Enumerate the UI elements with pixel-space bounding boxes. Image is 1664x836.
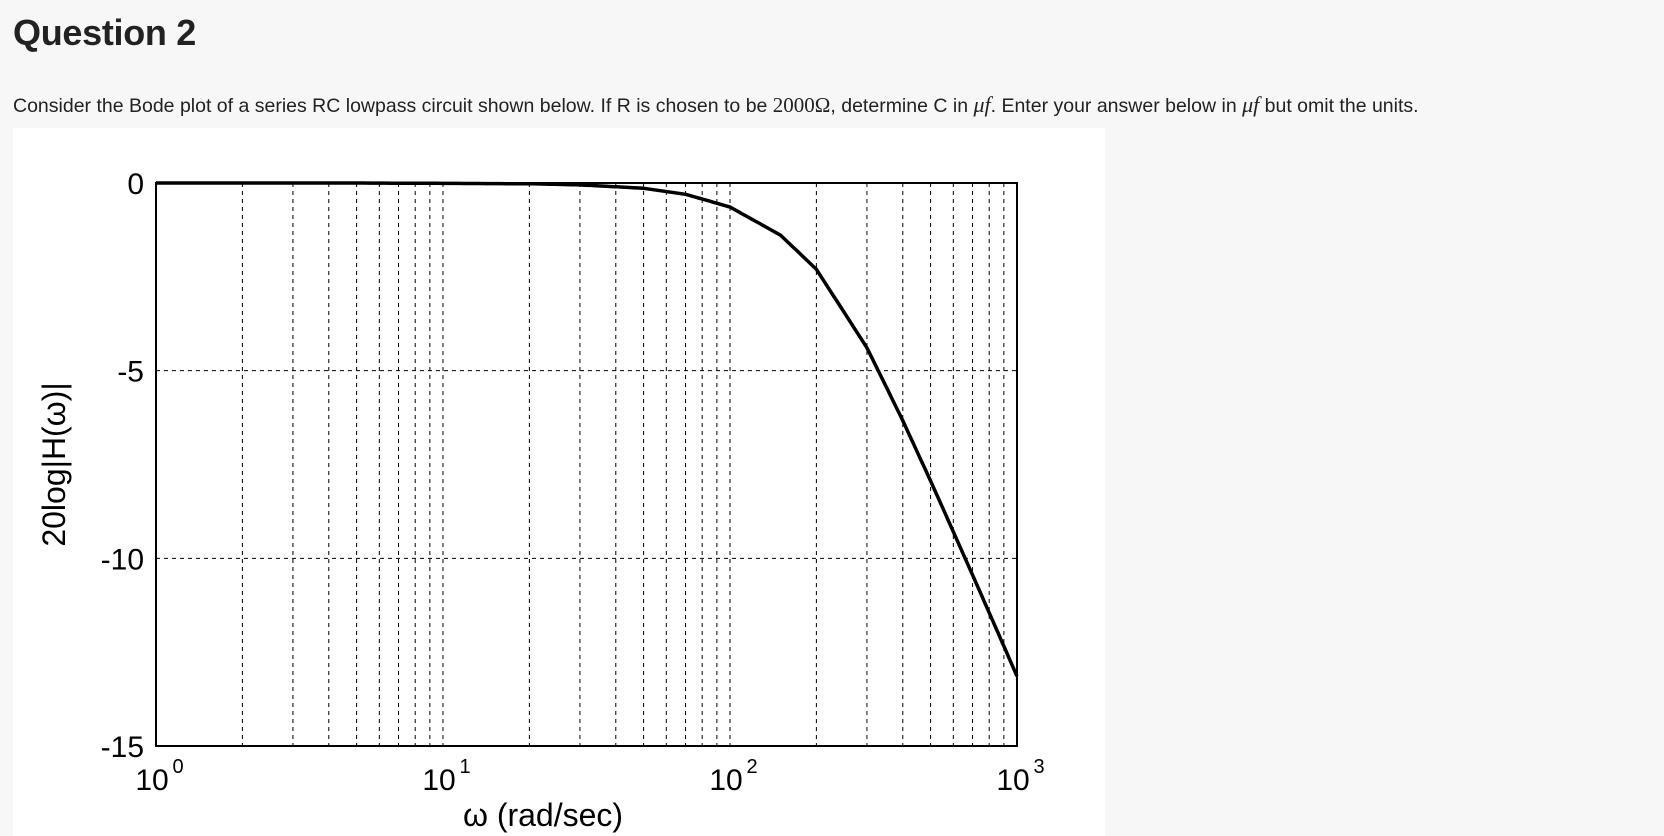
question-text: Consider the Bode plot of a series RC lo… [13, 93, 1419, 118]
question-text-part2: , determine C in [830, 95, 974, 117]
plot-frame [155, 182, 1018, 747]
x-tick-exponent: 2 [746, 756, 757, 778]
bode-plot-figure: 0 -5 -10 -15 10 0 10 1 10 2 10 3 ω (rad/sec) 20log… [13, 128, 1105, 836]
question-text-part3: . Enter your answer below in [990, 95, 1243, 117]
y-axis-label: 20log|H(ω)| [36, 382, 72, 546]
grid-lines [156, 183, 1017, 746]
bode-plot-chart: 0-5-10-15 10 0 10 1 10 2 10 3 ω (rad/sec) 20log… [36, 168, 1045, 833]
magnitude-curve [156, 181, 1019, 677]
question-text-part4: but omit the units. [1259, 95, 1419, 117]
x-tick-label: 10 [422, 764, 455, 797]
question-title: Question 2 [13, 12, 197, 53]
x-axis-label: ω (rad/sec) [463, 797, 623, 833]
x-tick-exponent: 0 [172, 756, 183, 778]
y-tick-label: -10 [101, 543, 144, 576]
resistance-value: 2000Ω [772, 93, 831, 117]
question-text-part1: Consider the Bode plot of a series RC lo… [13, 95, 773, 117]
x-tick-label: 10 [135, 764, 168, 797]
x-tick-labels: 10 0 10 1 10 2 10 3 [135, 756, 1044, 797]
y-tick-label: -15 [101, 731, 144, 764]
y-tick-label: 0 [127, 168, 144, 201]
y-tick-labels: 0 -5 -10 -15 [101, 168, 144, 764]
x-tick-exponent: 1 [459, 756, 470, 778]
x-tick-exponent: 3 [1033, 756, 1044, 778]
y-tick-label: -5 [117, 356, 144, 389]
unit-microfarad-2: μf [1242, 92, 1260, 117]
x-tick-label: 10 [709, 764, 742, 797]
x-tick-label: 10 [996, 764, 1029, 797]
unit-microfarad: μf [973, 92, 991, 117]
